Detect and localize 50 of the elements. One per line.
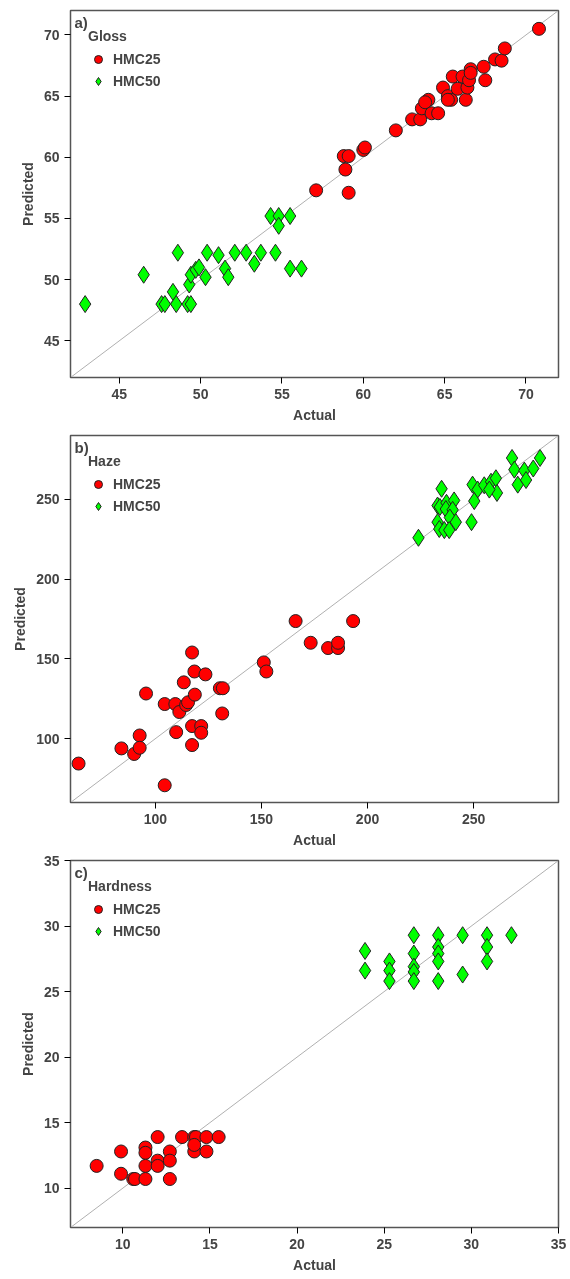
x-tick-label: 200 [355,810,380,827]
x-tick-label: 25 [376,1235,393,1252]
x-tick-label: 250 [461,810,486,827]
x-tick-label: 45 [111,385,128,402]
x-tick-label: 55 [274,385,290,402]
y-tick-label: 10 [43,1180,60,1197]
y-tick-label: 50 [43,271,60,288]
x-axis-title: Actual [293,406,336,423]
legend-label: HMC50 [113,923,161,939]
y-axis-title: Predicted [19,1012,36,1076]
y-tick-label: 35 [43,852,60,869]
x-tick-label: 10 [115,1235,131,1252]
x-tick-label: 100 [143,810,168,827]
y-tick-label: 15 [43,1114,60,1131]
y-axis-title: Predicted [19,162,36,226]
x-tick-label: 15 [202,1235,218,1252]
x-tick-label: 65 [436,385,453,402]
legend-label: HMC25 [113,901,161,917]
x-tick-label: 50 [192,385,209,402]
legend-title: Hardness [88,878,153,894]
legend-title: Haze [88,453,122,469]
legend-label: HMC50 [113,73,161,89]
x-axis-title: Actual [293,831,336,848]
y-tick-label: 200 [36,571,60,588]
y-tick-label: 60 [43,149,60,166]
y-tick-label: 70 [43,26,60,43]
y-tick-label: 20 [43,1049,60,1066]
legend-title: Gloss [88,28,128,44]
x-tick-label: 35 [550,1235,567,1252]
x-tick-label: 20 [289,1235,306,1252]
annotation: a) [74,13,88,31]
y-tick-label: 25 [43,983,60,1000]
y-tick-label: 65 [43,88,60,105]
y-tick-label: 45 [43,332,60,349]
x-tick-label: 150 [249,810,274,827]
annotation: c) [74,863,88,881]
legend-label: HMC25 [113,51,161,67]
x-tick-label: 70 [518,385,534,402]
legend-label: HMC25 [113,476,161,492]
y-tick-label: 150 [36,650,60,667]
x-tick-label: 60 [355,385,372,402]
y-tick-label: 55 [43,210,60,227]
y-tick-label: 100 [36,730,60,747]
y-axis-title: Predicted [12,587,29,651]
y-tick-label: 250 [36,491,60,508]
legend-label: HMC50 [113,498,161,514]
annotation: b) [74,438,89,456]
x-tick-label: 30 [463,1235,480,1252]
x-axis-title: Actual [293,1256,336,1273]
y-tick-label: 30 [43,918,60,935]
